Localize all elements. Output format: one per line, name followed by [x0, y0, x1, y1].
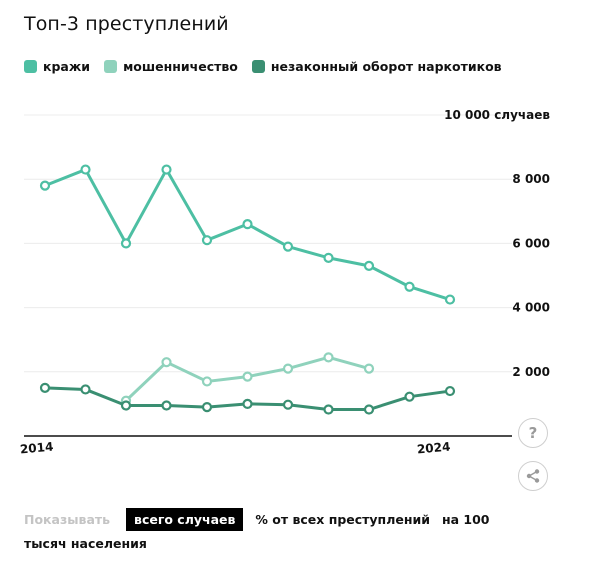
x-tick-label: 2014	[19, 440, 53, 457]
data-point	[404, 391, 415, 402]
data-point	[242, 219, 253, 230]
y-tick-label: 8 000	[512, 172, 550, 186]
data-point	[161, 164, 172, 175]
data-point	[444, 294, 456, 305]
data-point	[282, 241, 294, 252]
data-point	[404, 281, 415, 292]
data-point	[161, 400, 172, 411]
data-point	[363, 363, 375, 374]
data-point	[282, 363, 294, 374]
x-tick-label: 2024	[416, 440, 450, 457]
data-point	[201, 402, 213, 413]
y-tick-label: 2 000	[512, 365, 550, 379]
data-point	[363, 404, 375, 415]
data-point	[323, 252, 334, 263]
legend-label-drugs: незаконный оборот наркотиков	[270, 59, 502, 74]
data-point	[39, 180, 51, 191]
legend: кражи мошенничество незаконный оборот на…	[24, 59, 516, 74]
legend-swatch-theft	[24, 60, 37, 73]
data-point	[444, 385, 456, 397]
y-tick-label: 4 000	[512, 301, 550, 315]
series-line-0	[43, 168, 452, 302]
help-icon: ?	[528, 424, 538, 442]
data-point	[80, 384, 91, 395]
data-point	[161, 357, 172, 368]
option-total-cases[interactable]: всего случаев	[126, 508, 244, 531]
legend-item-fraud[interactable]: мошенничество	[104, 59, 238, 74]
data-point	[242, 398, 253, 409]
data-point	[80, 164, 91, 175]
data-point	[323, 352, 334, 363]
data-point	[201, 235, 213, 246]
show-label: Показывать	[24, 512, 111, 527]
data-point	[120, 238, 132, 249]
legend-label-fraud: мошенничество	[123, 59, 238, 74]
chart-title: Топ-3 преступлений	[24, 13, 229, 35]
help-button[interactable]: ?	[518, 418, 548, 448]
data-point	[201, 376, 213, 387]
legend-label-theft: кражи	[43, 59, 91, 74]
data-point	[323, 404, 334, 415]
display-mode-controls: Показывать всего случаев % от всех преступ…	[24, 508, 524, 556]
option-per-100k[interactable]: на 100 тысяч населения	[24, 512, 490, 551]
legend-item-theft[interactable]: кражи	[24, 59, 90, 74]
data-point	[39, 382, 51, 393]
line-chart: 2 000 4 000 6 000 8 000 10 000 случаев 2014 20…	[19, 108, 550, 457]
y-tick-label: 6 000	[512, 236, 550, 250]
data-point	[282, 399, 294, 410]
legend-item-drugs[interactable]: незаконный оборот наркотиков	[251, 59, 502, 74]
share-icon	[526, 469, 540, 483]
data-point	[363, 260, 375, 271]
y-tick-label: 10 000 случаев	[444, 108, 550, 122]
share-button[interactable]	[518, 461, 548, 491]
option-percent-of-all[interactable]: % от всех преступлений	[255, 512, 430, 527]
legend-swatch-drugs	[251, 60, 265, 73]
legend-swatch-fraud	[104, 60, 118, 73]
data-point	[242, 371, 253, 382]
data-point	[120, 400, 132, 411]
